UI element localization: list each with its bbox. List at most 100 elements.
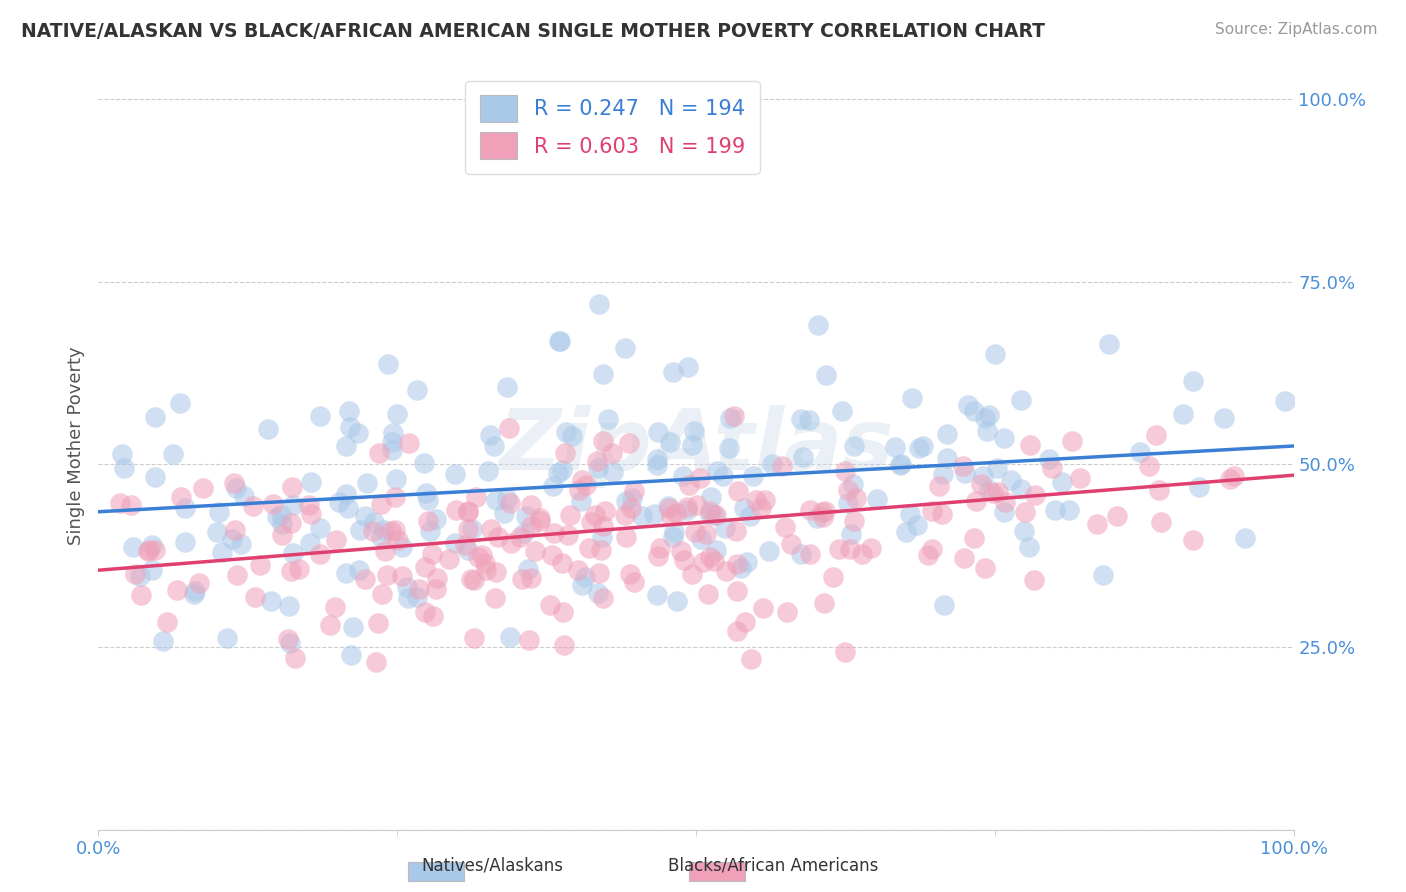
Point <box>623 484 645 499</box>
Point <box>418 492 440 507</box>
Point <box>380 524 402 539</box>
Point <box>335 566 357 580</box>
Point <box>972 468 994 483</box>
Point <box>1018 438 1040 452</box>
Point <box>384 523 406 537</box>
Point <box>890 457 912 471</box>
Point <box>169 395 191 409</box>
Point <box>457 543 479 558</box>
Point <box>415 559 437 574</box>
Point <box>645 458 668 472</box>
Point <box>1147 483 1170 497</box>
Point <box>703 508 725 522</box>
Point <box>588 297 610 311</box>
Point <box>446 503 468 517</box>
Point <box>520 498 543 512</box>
Point <box>170 490 193 504</box>
Point <box>730 561 752 575</box>
Point <box>554 445 576 459</box>
Point <box>516 562 538 576</box>
Point <box>1171 408 1194 422</box>
Point <box>463 631 485 645</box>
Point <box>575 477 598 491</box>
Point <box>963 531 986 545</box>
Point <box>821 570 844 584</box>
Point <box>770 459 793 474</box>
Point <box>1057 503 1080 517</box>
Text: ZipAtlas: ZipAtlas <box>498 404 894 488</box>
Point <box>1144 428 1167 442</box>
Point <box>205 524 228 539</box>
Point <box>619 566 641 581</box>
Point <box>143 470 166 484</box>
Point <box>602 465 624 479</box>
Point <box>415 486 437 500</box>
Point <box>799 413 821 427</box>
Point <box>425 512 447 526</box>
Point <box>773 520 796 534</box>
Point <box>193 481 215 495</box>
Point <box>377 567 399 582</box>
Point <box>695 526 717 541</box>
Point <box>681 566 703 581</box>
Point <box>323 599 346 614</box>
Y-axis label: Single Mother Poverty: Single Mother Poverty <box>66 347 84 545</box>
Point <box>647 425 669 440</box>
Point <box>335 439 357 453</box>
Point <box>484 439 506 453</box>
Point <box>676 359 699 374</box>
Point <box>381 442 404 457</box>
Point <box>711 469 734 483</box>
Point <box>309 521 332 535</box>
Point <box>900 507 922 521</box>
Point <box>141 538 163 552</box>
Point <box>568 483 591 498</box>
Point <box>538 599 561 613</box>
Point <box>844 439 866 453</box>
Point <box>994 494 1017 508</box>
Point <box>704 543 727 558</box>
Point <box>211 545 233 559</box>
Point <box>645 451 668 466</box>
Point <box>281 546 304 560</box>
Point <box>381 426 404 441</box>
Point <box>208 505 231 519</box>
Point <box>373 524 395 538</box>
Point <box>485 492 508 507</box>
Point <box>1188 479 1211 493</box>
Point <box>548 334 571 348</box>
Point <box>666 593 689 607</box>
Point <box>658 501 681 516</box>
Point <box>614 530 637 544</box>
Point <box>231 537 253 551</box>
Point <box>831 403 853 417</box>
Point <box>471 548 494 562</box>
Point <box>467 549 489 564</box>
Point <box>690 533 713 547</box>
Point <box>934 598 956 612</box>
Point <box>567 563 589 577</box>
Point <box>547 467 569 481</box>
Point <box>1042 461 1064 475</box>
Point <box>727 484 749 499</box>
Point <box>257 422 280 436</box>
Point <box>225 481 247 495</box>
Point <box>845 491 868 505</box>
Point <box>108 496 131 510</box>
Point <box>339 420 361 434</box>
Point <box>485 565 508 579</box>
Point <box>671 469 693 483</box>
Point <box>658 434 681 449</box>
Point <box>319 617 342 632</box>
Point <box>444 535 467 549</box>
Point <box>217 632 239 646</box>
Point <box>280 479 302 493</box>
Point <box>162 447 184 461</box>
Point <box>673 553 696 567</box>
Point <box>884 440 907 454</box>
Point <box>733 500 755 515</box>
Point <box>987 484 1010 499</box>
Point <box>717 441 740 455</box>
Point <box>583 508 606 523</box>
Point <box>419 524 441 539</box>
